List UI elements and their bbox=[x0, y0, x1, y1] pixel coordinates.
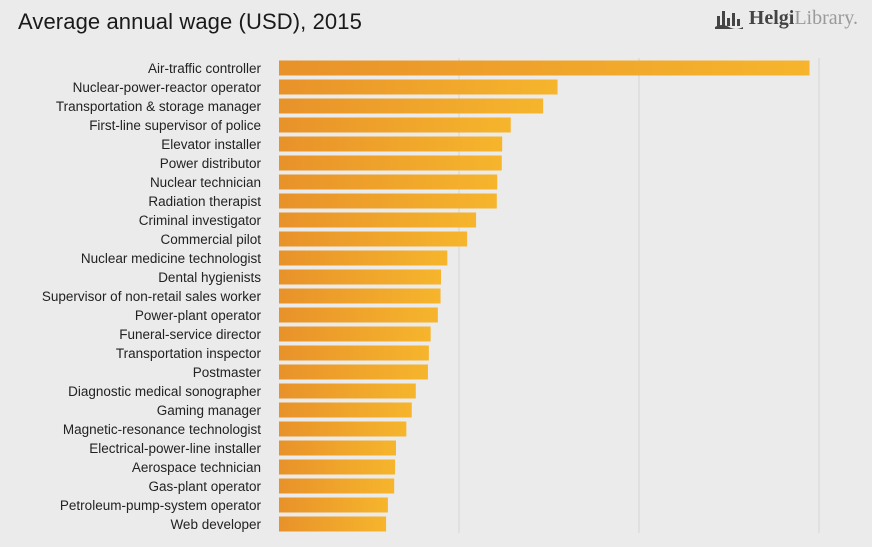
bar bbox=[279, 345, 429, 361]
bar bbox=[279, 136, 503, 152]
category-label: Transportation inspector bbox=[116, 346, 262, 361]
category-label: Nuclear technician bbox=[150, 175, 261, 190]
category-label: Supervisor of non-retail sales worker bbox=[42, 289, 262, 304]
bar bbox=[279, 269, 441, 285]
category-label: Dental hygienists bbox=[158, 270, 261, 285]
category-label: Transportation & storage manager bbox=[56, 99, 262, 114]
bar bbox=[279, 212, 477, 228]
bar bbox=[279, 421, 407, 437]
bar bbox=[279, 459, 396, 475]
category-label: Petroleum-pump-system operator bbox=[60, 498, 262, 513]
category-label: Power distributor bbox=[160, 156, 262, 171]
bar bbox=[279, 98, 544, 114]
category-label: Diagnostic medical sonographer bbox=[68, 384, 261, 399]
bar bbox=[279, 117, 511, 133]
chart-title: Average annual wage (USD), 2015 bbox=[18, 9, 362, 34]
category-label: Magnetic-resonance technologist bbox=[63, 422, 261, 437]
category-label: First-line supervisor of police bbox=[89, 118, 261, 133]
category-label: Commercial pilot bbox=[160, 232, 261, 247]
category-label: Elevator installer bbox=[161, 137, 261, 152]
bar bbox=[279, 193, 497, 209]
category-label: Air-traffic controller bbox=[148, 61, 262, 76]
category-label: Gas-plant operator bbox=[148, 479, 261, 494]
category-label: Electrical-power-line installer bbox=[89, 441, 261, 456]
category-label: Web developer bbox=[170, 517, 261, 532]
bar bbox=[279, 383, 416, 399]
category-label: Nuclear medicine technologist bbox=[81, 251, 261, 266]
category-label: Gaming manager bbox=[157, 403, 262, 418]
logo-text-strong: Helgi bbox=[748, 6, 795, 29]
category-label: Funeral-service director bbox=[119, 327, 261, 342]
bar bbox=[279, 155, 502, 171]
bar bbox=[279, 516, 387, 532]
category-label: Power-plant operator bbox=[135, 308, 262, 323]
bar bbox=[279, 231, 468, 247]
bar bbox=[279, 497, 388, 513]
category-label: Aerospace technician bbox=[132, 460, 261, 475]
bar-chart-logo-icon bbox=[714, 11, 743, 29]
bar bbox=[279, 250, 448, 266]
bar bbox=[279, 60, 810, 76]
bar bbox=[279, 364, 428, 380]
bar bbox=[279, 440, 396, 456]
category-label: Nuclear-power-reactor operator bbox=[73, 80, 262, 95]
bar bbox=[279, 478, 395, 494]
logo-text-light: Library. bbox=[794, 6, 858, 29]
bar bbox=[279, 288, 441, 304]
bar bbox=[279, 174, 498, 190]
helgi-library-logo: HelgiLibrary. bbox=[714, 6, 858, 30]
category-label: Radiation therapist bbox=[148, 194, 261, 209]
bar bbox=[279, 402, 412, 418]
category-label: Criminal investigator bbox=[139, 213, 262, 228]
category-label: Postmaster bbox=[193, 365, 262, 380]
bar bbox=[279, 307, 438, 323]
bar bbox=[279, 79, 558, 95]
bar bbox=[279, 326, 431, 342]
